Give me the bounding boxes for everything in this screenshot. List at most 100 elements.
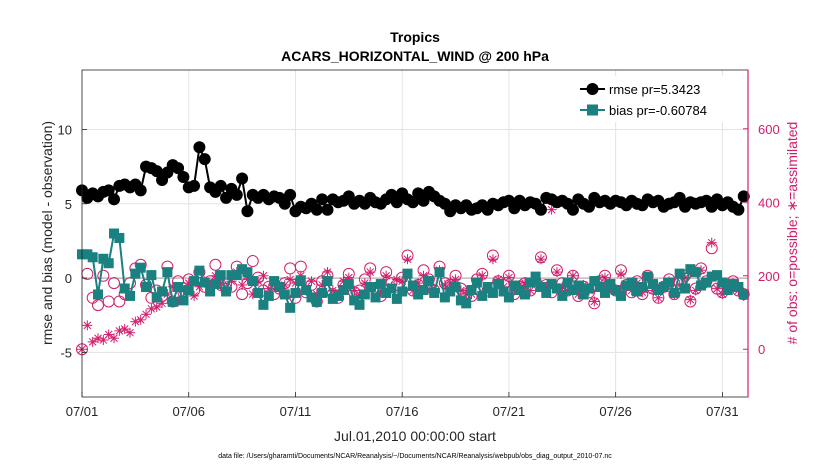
chart-subtitle: ACARS_HORIZONTAL_WIND @ 200 hPa (281, 48, 549, 64)
bias-point (162, 267, 173, 278)
bias-point (327, 293, 338, 304)
series-rmse (76, 141, 750, 218)
rmse-point (534, 203, 547, 216)
bias-point (562, 277, 573, 288)
bias-point (375, 279, 386, 290)
rmse-point (150, 165, 163, 178)
rmse-point (198, 153, 211, 166)
assimilated-point (109, 333, 120, 344)
assimilated-point (567, 270, 578, 281)
assimilated-point (141, 309, 152, 320)
rmse-point (278, 197, 291, 210)
bias-point (199, 277, 210, 288)
rmse-point (193, 141, 206, 154)
rmse-point (188, 179, 201, 192)
bias-point (615, 290, 626, 301)
assimilated-point (258, 270, 269, 281)
y-tick-label: -5 (60, 345, 72, 360)
bias-point (93, 289, 104, 300)
rmse-point (284, 188, 297, 201)
bias-point (82, 249, 93, 260)
bias-point (701, 277, 712, 288)
y-tick-label: 5 (65, 197, 72, 212)
legend-box (575, 76, 743, 122)
bias-point (578, 289, 589, 300)
bias-point (87, 252, 98, 263)
legend-bias-marker (587, 104, 598, 116)
bias-point (349, 295, 360, 306)
assimilated-point (114, 325, 125, 336)
bias-point (242, 267, 253, 278)
bias-point (263, 290, 274, 301)
bias-point (103, 258, 114, 269)
bias-point (685, 264, 696, 275)
bias-point (370, 292, 381, 303)
bias-point (669, 287, 680, 298)
bias-point (306, 292, 317, 303)
bias-point (397, 286, 408, 297)
bias-point (247, 276, 258, 287)
x-tick-label: 07/06 (172, 404, 205, 419)
assimilated-point (381, 270, 392, 281)
bias-point (637, 282, 648, 293)
bias-point (402, 268, 413, 279)
bias-point (653, 284, 664, 295)
bias-point (354, 299, 365, 310)
assimilated-point (551, 267, 562, 278)
bias-point (712, 270, 723, 281)
legend-rmse-label: rmse pr=5.3423 (609, 82, 700, 97)
bias-point (450, 282, 461, 293)
bias-point (541, 287, 552, 298)
bias-point (221, 286, 232, 297)
possible-point (236, 288, 249, 301)
bias-point (253, 287, 264, 298)
legend: rmse pr=5.3423 bias pr=-0.60784 (575, 76, 743, 122)
x-tick-label: 07/16 (386, 404, 419, 419)
bias-point (439, 292, 450, 303)
bias-point (295, 276, 306, 287)
bias-point (386, 283, 397, 294)
assimilated-point (599, 272, 610, 283)
bias-point (130, 268, 141, 279)
rmse-point (566, 203, 579, 216)
assimilated-point (322, 267, 333, 278)
possible-point (284, 262, 297, 275)
bias-point (269, 276, 280, 287)
rmse-point (732, 203, 745, 216)
bias-point (413, 289, 424, 300)
x-axis-label: Jul.01,2010 00:00:00 start (334, 428, 496, 444)
bias-point (215, 270, 226, 281)
assimilated-point (706, 237, 717, 248)
bias-point (535, 282, 546, 293)
bias-point (141, 282, 152, 293)
assimilated-point (151, 301, 162, 312)
bias-point (498, 286, 509, 297)
bias-point (189, 276, 200, 287)
bias-point (146, 270, 157, 281)
bias-point (359, 289, 370, 300)
assimilated-point (119, 324, 130, 335)
chart-title: Tropics (390, 29, 440, 45)
bias-point (599, 287, 610, 298)
bias-point (648, 279, 659, 290)
rmse-point (417, 194, 430, 207)
bias-point (477, 290, 488, 301)
rmse-point (316, 193, 329, 206)
bias-point (696, 280, 707, 291)
assimilated-point (125, 327, 136, 338)
rmse-point (102, 184, 115, 197)
bias-point (445, 286, 456, 297)
legend-bias-label: bias pr=-0.60784 (609, 103, 707, 118)
bias-point (503, 292, 514, 303)
bias-point (658, 282, 669, 293)
bias-point (514, 284, 525, 295)
bias-point (109, 228, 120, 239)
x-axis-ticks: 07/01 07/06 07/11 07/16 07/21 07/26 07/31 (66, 392, 739, 419)
bias-point (551, 283, 562, 294)
rmse-point (310, 203, 323, 216)
bias-point (519, 289, 530, 300)
bias-point (706, 271, 717, 282)
bias-point (98, 253, 109, 264)
bias-point (567, 284, 578, 295)
